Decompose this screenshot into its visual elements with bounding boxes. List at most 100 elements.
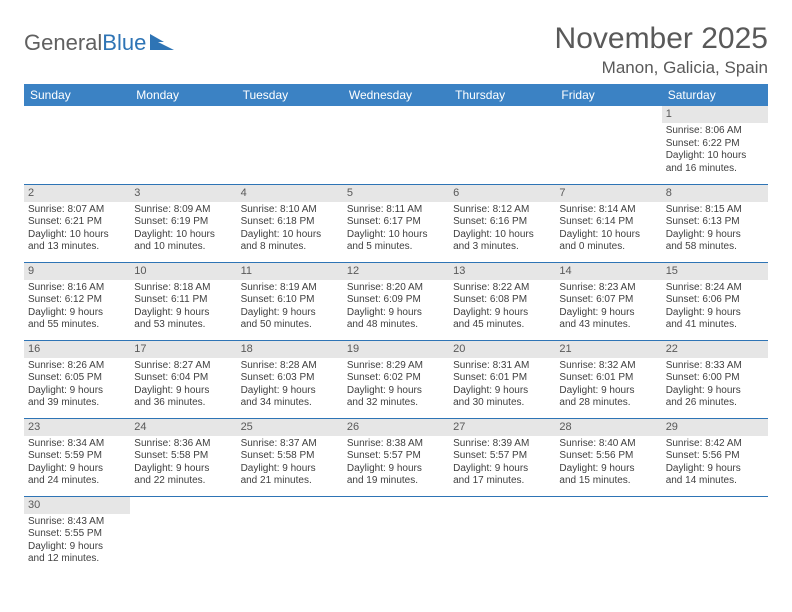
day-body: Sunrise: 8:16 AMSunset: 6:12 PMDaylight:… [24,280,130,336]
day-cell: 21Sunrise: 8:32 AMSunset: 6:01 PMDayligh… [555,340,661,418]
week-row: 9Sunrise: 8:16 AMSunset: 6:12 PMDaylight… [24,262,768,340]
day-number: 28 [555,419,661,436]
day-line: and 12 minutes. [28,553,126,566]
logo: GeneralBlue [24,22,176,56]
day-cell: 11Sunrise: 8:19 AMSunset: 6:10 PMDayligh… [237,262,343,340]
day-line: and 45 minutes. [453,319,551,332]
day-line: Sunrise: 8:14 AM [559,204,657,217]
day-body: Sunrise: 8:31 AMSunset: 6:01 PMDaylight:… [449,358,555,414]
day-line: Sunset: 6:18 PM [241,216,339,229]
day-number: 15 [662,263,768,280]
day-number: 5 [343,185,449,202]
day-body: Sunrise: 8:18 AMSunset: 6:11 PMDaylight:… [130,280,236,336]
day-header: Monday [130,84,236,106]
day-number: 16 [24,341,130,358]
day-body: Sunrise: 8:34 AMSunset: 5:59 PMDaylight:… [24,436,130,492]
day-number: 17 [130,341,236,358]
day-line: Sunset: 6:14 PM [559,216,657,229]
day-line: Daylight: 10 hours [666,150,764,163]
day-header: Saturday [662,84,768,106]
day-number: 25 [237,419,343,436]
day-body: Sunrise: 8:36 AMSunset: 5:58 PMDaylight:… [130,436,236,492]
day-line: Sunrise: 8:07 AM [28,204,126,217]
day-line: Sunset: 5:57 PM [347,450,445,463]
day-body: Sunrise: 8:15 AMSunset: 6:13 PMDaylight:… [662,202,768,258]
day-number: 27 [449,419,555,436]
day-cell: 2Sunrise: 8:07 AMSunset: 6:21 PMDaylight… [24,184,130,262]
week-row: 23Sunrise: 8:34 AMSunset: 5:59 PMDayligh… [24,418,768,496]
day-line: Daylight: 9 hours [134,307,232,320]
day-line: Daylight: 10 hours [347,229,445,242]
day-line: Sunrise: 8:12 AM [453,204,551,217]
empty-cell [555,496,661,574]
day-line: Sunset: 6:03 PM [241,372,339,385]
day-line: and 3 minutes. [453,241,551,254]
day-header: Thursday [449,84,555,106]
day-line: and 48 minutes. [347,319,445,332]
day-number: 24 [130,419,236,436]
day-header: Sunday [24,84,130,106]
day-cell: 19Sunrise: 8:29 AMSunset: 6:02 PMDayligh… [343,340,449,418]
day-line: Daylight: 9 hours [559,385,657,398]
day-line: Daylight: 10 hours [28,229,126,242]
day-line: Sunrise: 8:06 AM [666,125,764,138]
day-cell: 28Sunrise: 8:40 AMSunset: 5:56 PMDayligh… [555,418,661,496]
day-number: 12 [343,263,449,280]
day-line: and 22 minutes. [134,475,232,488]
day-cell: 22Sunrise: 8:33 AMSunset: 6:00 PMDayligh… [662,340,768,418]
day-line: Daylight: 10 hours [453,229,551,242]
day-line: and 16 minutes. [666,163,764,176]
day-number: 6 [449,185,555,202]
day-line: and 43 minutes. [559,319,657,332]
day-line: Sunset: 5:57 PM [453,450,551,463]
day-body: Sunrise: 8:33 AMSunset: 6:00 PMDaylight:… [662,358,768,414]
day-cell: 25Sunrise: 8:37 AMSunset: 5:58 PMDayligh… [237,418,343,496]
month-title: November 2025 [555,22,768,56]
day-line: and 41 minutes. [666,319,764,332]
day-cell: 27Sunrise: 8:39 AMSunset: 5:57 PMDayligh… [449,418,555,496]
calendar-body: 1Sunrise: 8:06 AMSunset: 6:22 PMDaylight… [24,106,768,574]
day-line: Daylight: 9 hours [666,385,764,398]
day-line: Sunrise: 8:18 AM [134,282,232,295]
day-line: and 26 minutes. [666,397,764,410]
day-line: Sunset: 5:58 PM [241,450,339,463]
day-cell: 4Sunrise: 8:10 AMSunset: 6:18 PMDaylight… [237,184,343,262]
day-line: Daylight: 9 hours [559,307,657,320]
day-body: Sunrise: 8:42 AMSunset: 5:56 PMDaylight:… [662,436,768,492]
day-line: Sunset: 5:56 PM [666,450,764,463]
empty-cell [24,106,130,184]
day-number: 4 [237,185,343,202]
day-line: Daylight: 9 hours [28,463,126,476]
day-cell: 5Sunrise: 8:11 AMSunset: 6:17 PMDaylight… [343,184,449,262]
day-line: Sunset: 6:19 PM [134,216,232,229]
day-line: and 50 minutes. [241,319,339,332]
day-line: and 8 minutes. [241,241,339,254]
day-body: Sunrise: 8:06 AMSunset: 6:22 PMDaylight:… [662,123,768,179]
day-cell: 9Sunrise: 8:16 AMSunset: 6:12 PMDaylight… [24,262,130,340]
day-line: Sunrise: 8:26 AM [28,360,126,373]
day-cell: 16Sunrise: 8:26 AMSunset: 6:05 PMDayligh… [24,340,130,418]
day-line: Sunrise: 8:33 AM [666,360,764,373]
day-number: 29 [662,419,768,436]
day-number: 19 [343,341,449,358]
day-line: and 13 minutes. [28,241,126,254]
day-line: and 15 minutes. [559,475,657,488]
day-line: Sunset: 5:56 PM [559,450,657,463]
header: GeneralBlue November 2025 Manon, Galicia… [24,22,768,78]
empty-cell [130,106,236,184]
day-line: Daylight: 9 hours [347,463,445,476]
day-line: and 30 minutes. [453,397,551,410]
day-line: Sunset: 6:12 PM [28,294,126,307]
day-line: and 24 minutes. [28,475,126,488]
day-body: Sunrise: 8:26 AMSunset: 6:05 PMDaylight:… [24,358,130,414]
day-line: Sunset: 6:05 PM [28,372,126,385]
day-body: Sunrise: 8:10 AMSunset: 6:18 PMDaylight:… [237,202,343,258]
day-line: Sunset: 6:11 PM [134,294,232,307]
empty-cell [662,496,768,574]
day-line: Sunset: 6:06 PM [666,294,764,307]
week-row: 30Sunrise: 8:43 AMSunset: 5:55 PMDayligh… [24,496,768,574]
day-line: and 5 minutes. [347,241,445,254]
day-line: Sunrise: 8:42 AM [666,438,764,451]
day-body: Sunrise: 8:07 AMSunset: 6:21 PMDaylight:… [24,202,130,258]
day-body: Sunrise: 8:32 AMSunset: 6:01 PMDaylight:… [555,358,661,414]
